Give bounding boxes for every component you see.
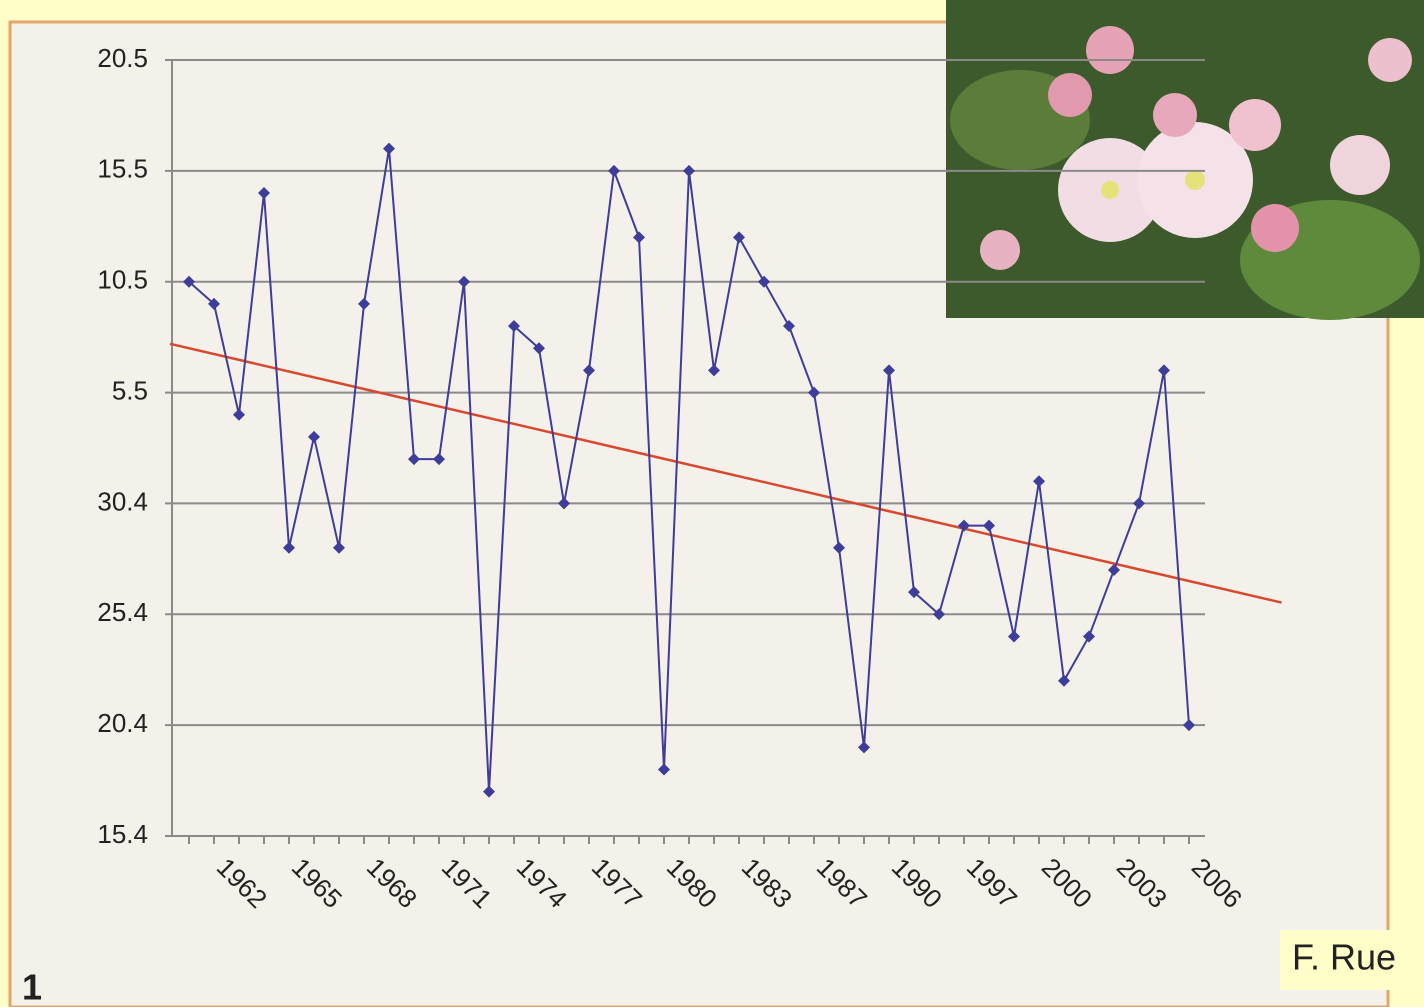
y-tick-label: 25.4	[97, 597, 148, 627]
credit: F. Rue	[1292, 937, 1396, 978]
y-tick-label: 20.4	[97, 708, 148, 738]
page: F. Rue 1 15.4 20.4 25.4 30.4 5.5 10.5 15.5 20.5…	[0, 0, 1424, 1007]
figure-number: 1	[22, 967, 42, 1007]
y-tick-label: 30.4	[97, 486, 148, 516]
y-tick-label: 15.4	[97, 819, 148, 849]
y-tick-label: 10.5	[97, 265, 148, 295]
y-tick-label: 20.5	[97, 43, 148, 73]
photo	[946, 0, 1424, 320]
y-tick-label: 15.5	[97, 154, 148, 184]
y-tick-label: 5.5	[112, 375, 148, 405]
chart: F. Rue 1 15.4 20.4 25.4 30.4 5.5 10.5 15.5 20.5…	[0, 0, 1424, 1007]
